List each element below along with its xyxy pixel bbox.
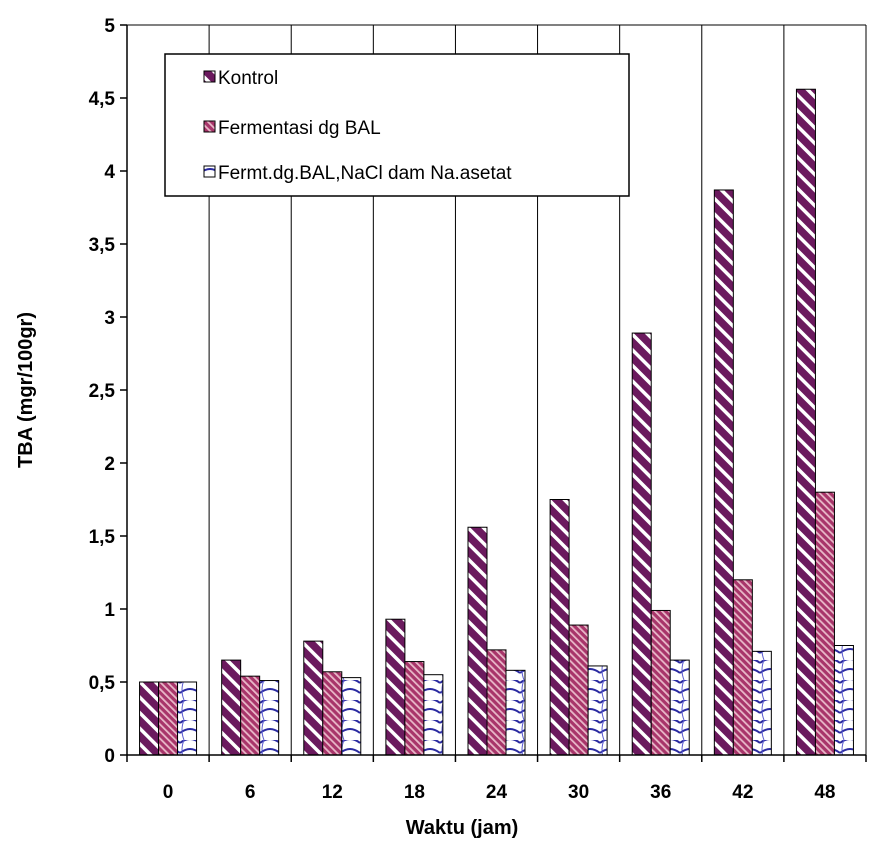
legend-label-kontrol: Kontrol <box>218 68 278 89</box>
x-tick-label: 36 <box>650 782 671 803</box>
bar-series-2-cat-48 <box>833 645 854 756</box>
legend-swatch-fermt-nacl <box>203 165 216 178</box>
y-tick-label: 3,5 <box>89 235 116 256</box>
bar-series-0-cat-6 <box>221 659 242 756</box>
bar-series-0-cat-18 <box>385 618 406 756</box>
y-axis-title: TBA (mgr/100gr) <box>15 312 37 468</box>
y-tick-label: 5 <box>104 16 115 37</box>
bar-series-0-cat-0 <box>139 681 160 756</box>
bar-series-2-cat-6 <box>259 680 280 756</box>
legend-label-fermt-nacl: Fermt.dg.BAL,NaCl dam Na.asetat <box>218 163 512 184</box>
x-tick-label: 30 <box>568 782 589 803</box>
bar-series-0-cat-42 <box>713 189 734 756</box>
bar-series-1-cat-36 <box>650 609 671 756</box>
bar-series-0-cat-36 <box>631 332 652 756</box>
x-tick-label: 42 <box>732 782 753 803</box>
y-tick-label: 1,5 <box>89 527 116 548</box>
bar-series-1-cat-6 <box>240 675 261 756</box>
legend-label-fermentasi: Fermentasi dg BAL <box>218 118 381 139</box>
x-tick-label: 24 <box>486 782 508 803</box>
x-tick-label: 12 <box>322 782 343 803</box>
x-tick-labels: 0 6 12 18 24 30 36 42 48 <box>163 782 836 803</box>
bar-series-1-cat-30 <box>568 624 589 756</box>
x-tick-label: 0 <box>163 782 174 803</box>
axes-layer <box>120 24 867 762</box>
bar-series-1-cat-18 <box>404 661 425 756</box>
x-axis-title: Waktu (jam) <box>406 817 519 839</box>
legend: Kontrol Fermentasi dg BAL Fermt.dg.BAL,N… <box>164 53 630 197</box>
bar-series-1-cat-42 <box>732 579 753 756</box>
y-tick-label: 2,5 <box>89 381 116 402</box>
y-tick-labels: 0 0,5 1 1,5 2 2,5 3 3,5 4 4,5 5 <box>89 16 116 767</box>
bars-layer <box>139 88 854 756</box>
y-tick-label: 1 <box>104 600 115 621</box>
legend-swatch-kontrol <box>203 70 216 83</box>
bar-series-1-cat-0 <box>158 681 179 756</box>
bar-series-0-cat-48 <box>795 88 816 756</box>
bar-series-2-cat-36 <box>669 659 690 756</box>
bar-series-2-cat-42 <box>751 650 772 756</box>
bar-series-0-cat-30 <box>549 499 570 756</box>
y-tick-label: 0,5 <box>89 673 116 694</box>
x-tick-label: 48 <box>814 782 835 803</box>
y-tick-label: 4,5 <box>89 89 116 110</box>
bar-series-0-cat-12 <box>303 640 324 756</box>
y-tick-label: 0 <box>104 746 115 767</box>
legend-swatch-fermentasi <box>203 120 216 133</box>
bar-series-0-cat-24 <box>467 526 488 756</box>
bar-series-1-cat-48 <box>814 491 835 756</box>
bar-series-2-cat-24 <box>505 669 526 756</box>
x-tick-label: 18 <box>404 782 425 803</box>
y-tick-label: 2 <box>104 454 115 475</box>
bar-series-2-cat-0 <box>177 681 198 756</box>
bar-series-2-cat-30 <box>587 665 608 756</box>
bar-series-1-cat-12 <box>322 671 343 756</box>
bar-series-1-cat-24 <box>486 649 507 756</box>
x-tick-label: 6 <box>245 782 256 803</box>
bar-series-2-cat-18 <box>423 674 444 756</box>
legend-box <box>164 53 630 197</box>
y-tick-label: 3 <box>104 308 115 329</box>
y-tick-label: 4 <box>104 162 115 183</box>
bar-series-2-cat-12 <box>341 677 362 756</box>
